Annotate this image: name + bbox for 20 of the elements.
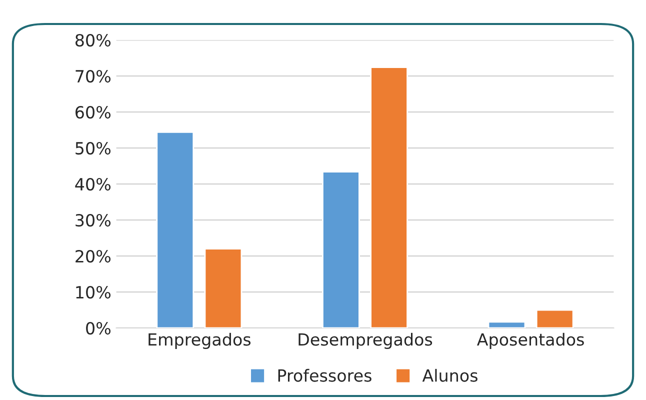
x-tick-label: Empregados <box>148 332 251 349</box>
y-tick-label: 20% <box>76 250 110 263</box>
y-tick-label: 50% <box>76 142 110 155</box>
x-tick-label: Aposentados <box>476 332 584 349</box>
y-tick-label: 30% <box>76 214 110 227</box>
y-tick-label: 60% <box>76 106 110 119</box>
bar <box>156 131 194 328</box>
bar <box>204 248 242 328</box>
x-tick-label: Desempregados <box>298 332 432 349</box>
y-tick-label: 70% <box>76 70 110 83</box>
bar <box>370 66 408 328</box>
bar <box>536 309 574 328</box>
y-tick-label: 40% <box>75 178 110 191</box>
legend-label: Professores <box>278 368 372 382</box>
y-tick-label: 10% <box>76 286 110 299</box>
y-tick-label: 80% <box>76 34 110 47</box>
bar <box>488 321 526 328</box>
bar <box>322 171 360 328</box>
legend-label: Alunos <box>422 368 478 382</box>
y-tick-label: 0% <box>86 322 110 335</box>
